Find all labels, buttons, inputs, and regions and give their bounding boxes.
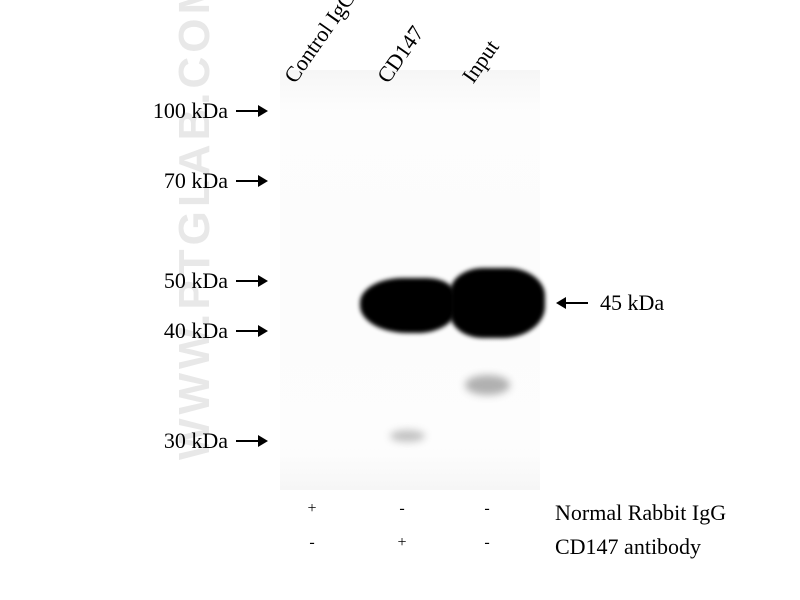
watermark-text: WWW.PTGLAB.COM (170, 0, 220, 460)
cond-r1-c1: + (362, 534, 442, 552)
cond-r0-c2: - (447, 500, 527, 518)
target-label-45kda: 45 kDa (600, 290, 664, 316)
cond-r1-c2: - (447, 534, 527, 552)
faint-band-input-mid (465, 375, 510, 395)
cond-row-label-1: CD147 antibody (555, 534, 701, 560)
mw-label-70: 70 kDa (138, 168, 228, 194)
target-arrow (558, 302, 588, 304)
faint-band-cd147-low (390, 430, 425, 442)
figure-container: WWW.PTGLAB.COM Control IgG CD147 Input 1… (0, 0, 800, 600)
mw-arrow-50 (236, 280, 266, 282)
mw-arrow-40 (236, 330, 266, 332)
mw-label-50: 50 kDa (138, 268, 228, 294)
cond-r1-c0: - (272, 534, 352, 552)
mw-arrow-70 (236, 180, 266, 182)
cond-r0-c1: - (362, 500, 442, 518)
cond-row-label-0: Normal Rabbit IgG (555, 500, 726, 526)
cond-r0-c0: + (272, 500, 352, 518)
mw-arrow-30 (236, 440, 266, 442)
mw-label-40: 40 kDa (138, 318, 228, 344)
mw-label-30: 30 kDa (138, 428, 228, 454)
mw-label-100: 100 kDa (138, 98, 228, 124)
mw-arrow-100 (236, 110, 266, 112)
band-input-lane (450, 268, 545, 338)
band-cd147-lane (360, 278, 455, 333)
